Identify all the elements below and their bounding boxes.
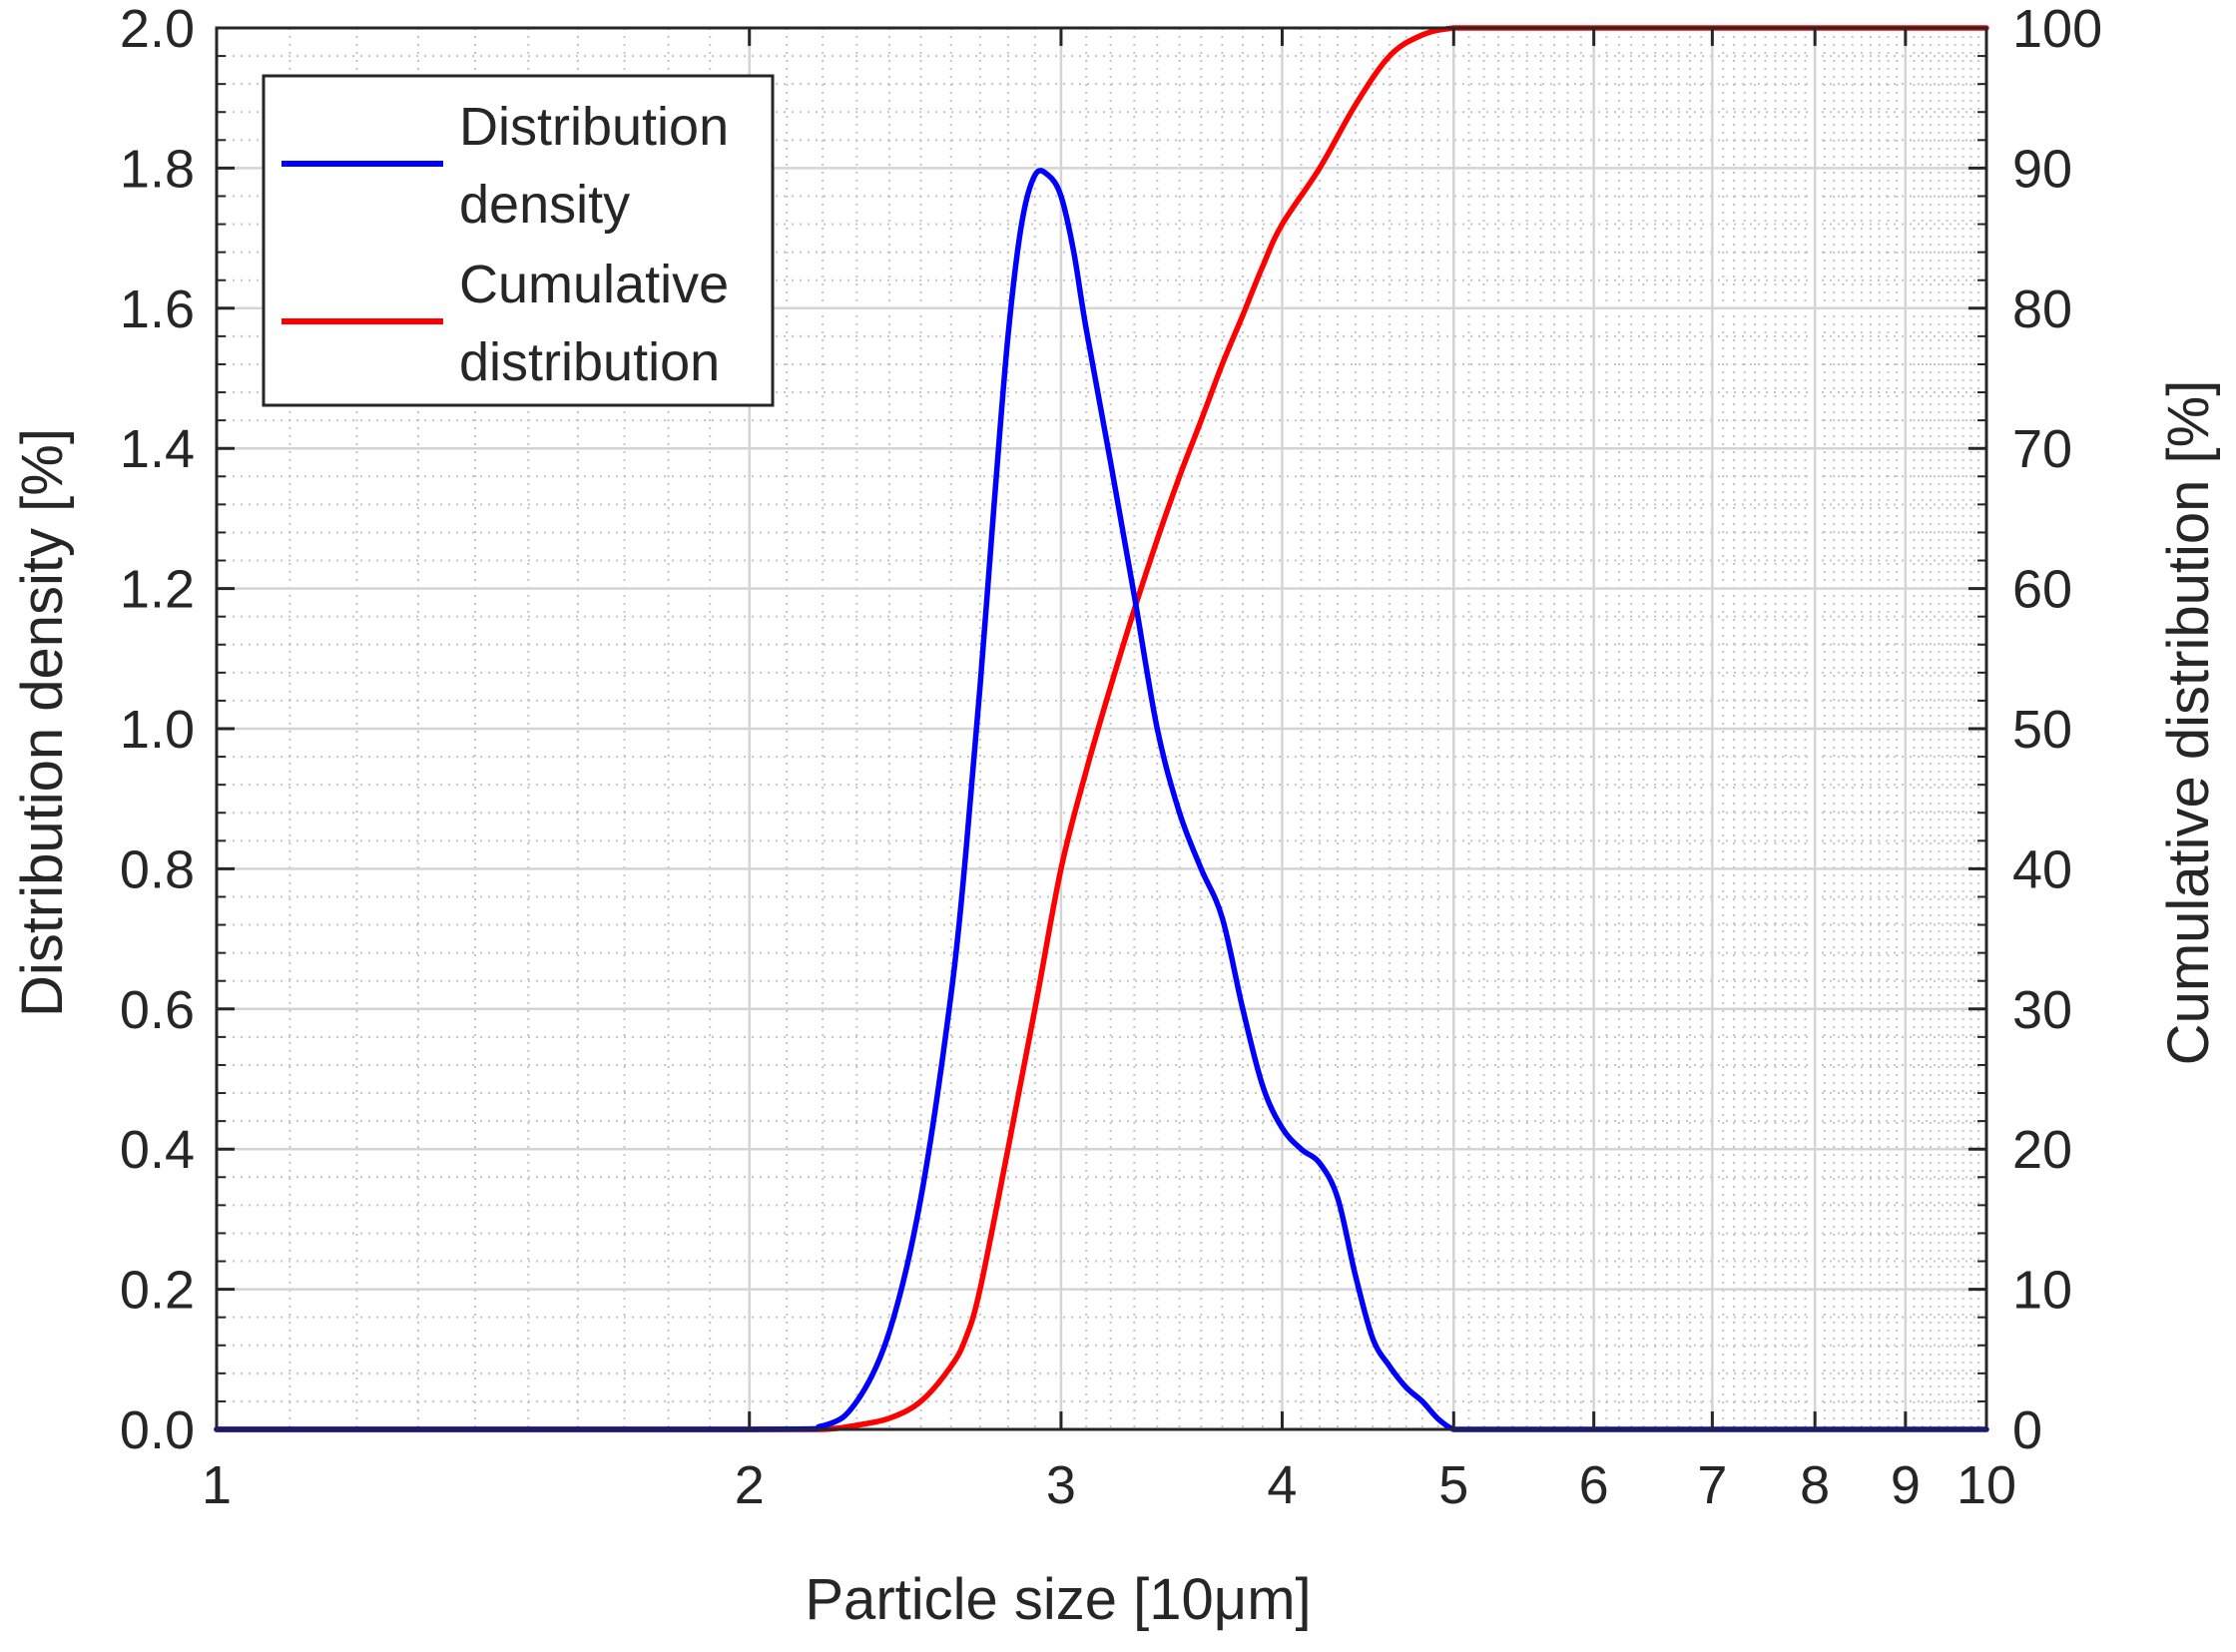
legend-label-cumulative-distribution-line1: Cumulative: [459, 255, 729, 314]
right-y-tick-label: 100: [2012, 0, 2102, 59]
right-y-tick-label: 0: [2012, 1400, 2042, 1460]
left-y-tick-label: 0.8: [120, 839, 195, 899]
legend-label-distribution-density-line1: Distribution: [459, 97, 729, 157]
left-y-tick-label: 1.4: [120, 419, 195, 479]
left-y-tick-label: 0.4: [120, 1120, 195, 1180]
x-tick-label: 9: [1891, 1455, 1921, 1515]
right-y-axis-title: Cumulative distribution [%]: [2156, 380, 2221, 1066]
right-y-tick-label: 40: [2012, 839, 2072, 899]
right-y-tick-label: 50: [2012, 700, 2072, 760]
right-y-tick-label: 20: [2012, 1120, 2072, 1180]
x-tick-label: 4: [1267, 1455, 1297, 1515]
right-y-tick-label: 60: [2012, 560, 2072, 620]
right-y-tick-labels: 0 10 20 30 40 50 60 70 80 90 100: [2012, 0, 2102, 1460]
x-tick-label: 10: [1956, 1455, 2016, 1515]
left-y-tick-label: 1.6: [120, 279, 195, 339]
legend-box: [262, 74, 775, 407]
left-y-tick-label: 1.2: [120, 560, 195, 620]
series-line-distribution-density: [214, 168, 1989, 1432]
left-y-tick-label: 0.6: [120, 980, 195, 1040]
left-y-axis-title: Distribution density [%]: [10, 428, 75, 1017]
left-y-tick-label: 0.0: [120, 1400, 195, 1460]
x-tick-label: 6: [1579, 1455, 1609, 1515]
right-y-tick-label: 80: [2012, 279, 2072, 339]
right-y-tick-label: 30: [2012, 980, 2072, 1040]
x-tick-labels: 1 2 3 4 5 6 7 8 9 10: [202, 1455, 2016, 1515]
legend-label-distribution-density-line2: density: [459, 175, 630, 235]
right-y-tick-label: 10: [2012, 1261, 2072, 1321]
left-y-tick-label: 2.0: [120, 0, 195, 59]
x-axis-title: Particle size [10μm]: [805, 1567, 1311, 1632]
right-y-tick-label: 90: [2012, 139, 2072, 199]
x-tick-label: 5: [1438, 1455, 1468, 1515]
x-tick-label: 1: [202, 1455, 232, 1515]
legend: Distribution density Cumulative distribu…: [262, 74, 775, 407]
x-tick-label: 2: [735, 1455, 765, 1515]
left-y-tick-label: 1.0: [120, 700, 195, 760]
legend-label-cumulative-distribution-line2: distribution: [459, 332, 720, 392]
left-y-tick-labels: 0.0 0.2 0.4 0.6 0.8 1.0 1.2 1.4 1.6 1.8 2.0: [120, 0, 195, 1460]
x-tick-label: 8: [1800, 1455, 1830, 1515]
right-y-tick-label: 70: [2012, 419, 2072, 479]
x-tick-label: 7: [1697, 1455, 1727, 1515]
left-y-tick-label: 0.2: [120, 1261, 195, 1321]
axes-layer: [215, 26, 1988, 1431]
left-y-tick-label: 1.8: [120, 139, 195, 199]
x-tick-label: 3: [1046, 1455, 1076, 1515]
